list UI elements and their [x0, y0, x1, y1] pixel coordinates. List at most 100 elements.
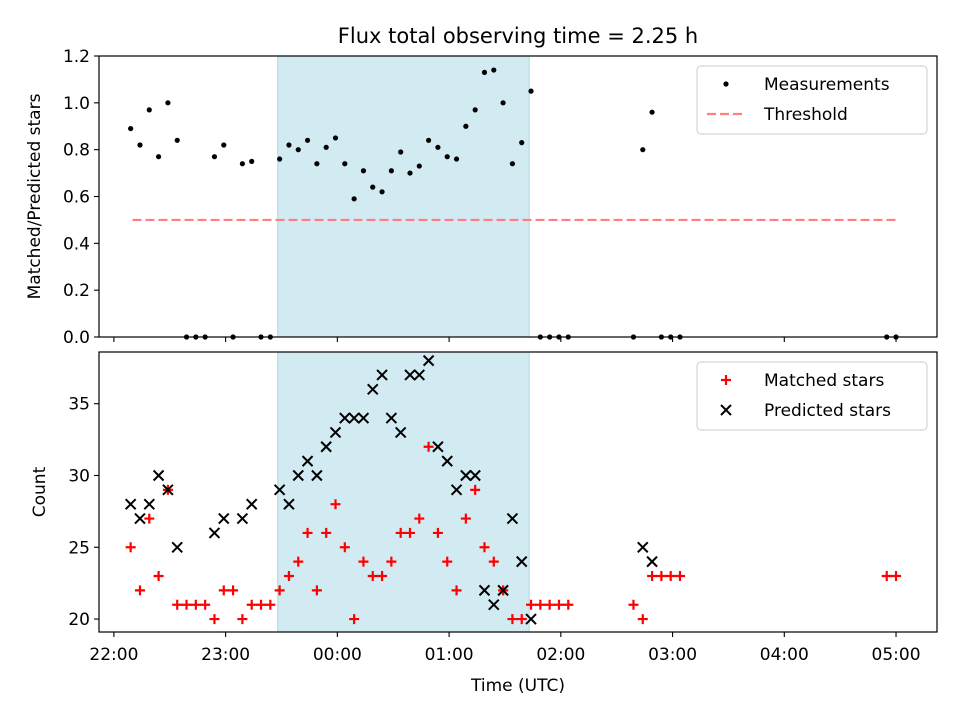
matched-stars-point [675, 571, 686, 581]
matched-stars-point [256, 599, 267, 610]
x-tick-label: 03:00 [648, 645, 697, 665]
measurement-point [426, 137, 432, 143]
predicted-stars-point [134, 512, 146, 525]
measurement-point [407, 170, 413, 176]
matched-stars-point [386, 556, 397, 567]
measurement-point [221, 142, 227, 148]
y-tick-label: 1.2 [63, 47, 90, 67]
predicted-stars-point [394, 426, 407, 439]
matched-stars-point [349, 614, 360, 625]
measurement-point [416, 163, 422, 169]
predicted-stars-point [646, 555, 658, 568]
predicted-stars-point [143, 498, 155, 510]
measurement-point [453, 156, 460, 162]
measurement-point [314, 161, 320, 167]
matched-stars-point [516, 614, 527, 625]
x-tick-label: 04:00 [760, 645, 809, 665]
predicted-stars-point [525, 613, 537, 625]
matched-stars-point [134, 585, 145, 596]
y-axis-label: Matched/Predicted stars [25, 93, 45, 299]
measurement-point [509, 161, 516, 167]
legend-measurement-marker [723, 81, 729, 87]
matched-stars-point [330, 499, 341, 510]
matched-stars-point [647, 571, 658, 581]
observing-window-shade [277, 55, 530, 338]
legend-label: Matched stars [764, 371, 884, 391]
legend: Matched stars Predicted stars [696, 361, 928, 431]
measurement-point [649, 109, 655, 115]
matched-stars-point [891, 571, 902, 581]
legend-label: Predicted stars [764, 401, 891, 421]
legend: Measurements Threshold [696, 65, 928, 135]
measurement-point [481, 69, 488, 75]
axes-frame [98, 351, 938, 633]
measurement-point [491, 67, 497, 73]
matched-stars-point [442, 556, 453, 567]
predicted-stars-point [478, 584, 491, 597]
y-tick-label: 35 [68, 395, 90, 415]
measurement-point [398, 149, 404, 155]
matched-stars-point [507, 614, 518, 625]
y-axis-label: Count [30, 466, 50, 517]
predicted-stars-point [376, 369, 388, 381]
predicted-stars-point [367, 383, 379, 396]
matched-stars-point [339, 542, 350, 553]
measurement-point [304, 137, 311, 143]
predicted-stars-point [516, 555, 528, 568]
predicted-stars-point [497, 584, 509, 597]
matched-stars-point [553, 599, 564, 610]
predicted-stars-point [506, 512, 519, 525]
x-tick-label: 01:00 [425, 645, 474, 665]
matched-stars-point [656, 571, 667, 581]
predicted-stars-point [469, 469, 481, 482]
predicted-stars-point [236, 512, 249, 525]
y-tick-label: 0.2 [63, 281, 90, 301]
y-tick-label: 25 [68, 538, 90, 558]
matched-stars-point [181, 599, 192, 610]
predicted-stars-point [413, 369, 426, 381]
measurement-point [388, 168, 394, 174]
measurement-point [137, 142, 143, 148]
measurement-point [211, 154, 218, 160]
matched-stars-point [881, 571, 892, 581]
predicted-stars-point [320, 441, 332, 453]
measurement-point [640, 147, 646, 153]
matched-stars-point [535, 599, 546, 610]
measurement-point [155, 154, 162, 160]
matched-stars-point [274, 585, 285, 596]
matched-stars-point [358, 556, 369, 567]
legend-matched-marker [721, 375, 731, 385]
count-panel: 20 25 30 35 22:00 23:00 00:00 01:00 02:00 03:00 04… [30, 351, 938, 696]
matched-stars-point [470, 484, 481, 495]
matched-stars-point [311, 585, 322, 596]
predicted-stars-point [348, 412, 360, 424]
predicted-stars-point [124, 498, 137, 510]
measurement-point [519, 140, 525, 146]
matched-stars-point [637, 614, 648, 625]
predicted-stars-point [432, 441, 444, 453]
matched-stars-point [432, 527, 443, 538]
legend-box [696, 65, 928, 135]
predicted-stars-point [441, 455, 453, 467]
matched-stars-point [526, 599, 537, 610]
predicted-stars-point [339, 412, 351, 424]
predicted-stars-point [460, 469, 472, 482]
matched-stars-point [404, 527, 415, 538]
matched-stars-point [544, 599, 555, 610]
legend-label: Measurements [764, 75, 890, 95]
matched-stars-point [265, 599, 276, 610]
x-tick-label: 00:00 [313, 645, 362, 665]
y-tick-label: 0.4 [63, 234, 90, 254]
predicted-stars-point [357, 412, 370, 424]
predicted-stars-point [283, 498, 295, 510]
y-tick-label: 1.0 [63, 94, 90, 114]
predicted-stars-point [488, 599, 500, 611]
measurement-point [472, 107, 478, 113]
matched-stars-point [172, 599, 183, 610]
matched-stars-point [367, 571, 378, 581]
measurement-point [528, 88, 534, 94]
y-tick-label: 20 [68, 610, 90, 630]
predicted-stars-point [171, 541, 183, 553]
matched-stars-point [209, 614, 220, 625]
